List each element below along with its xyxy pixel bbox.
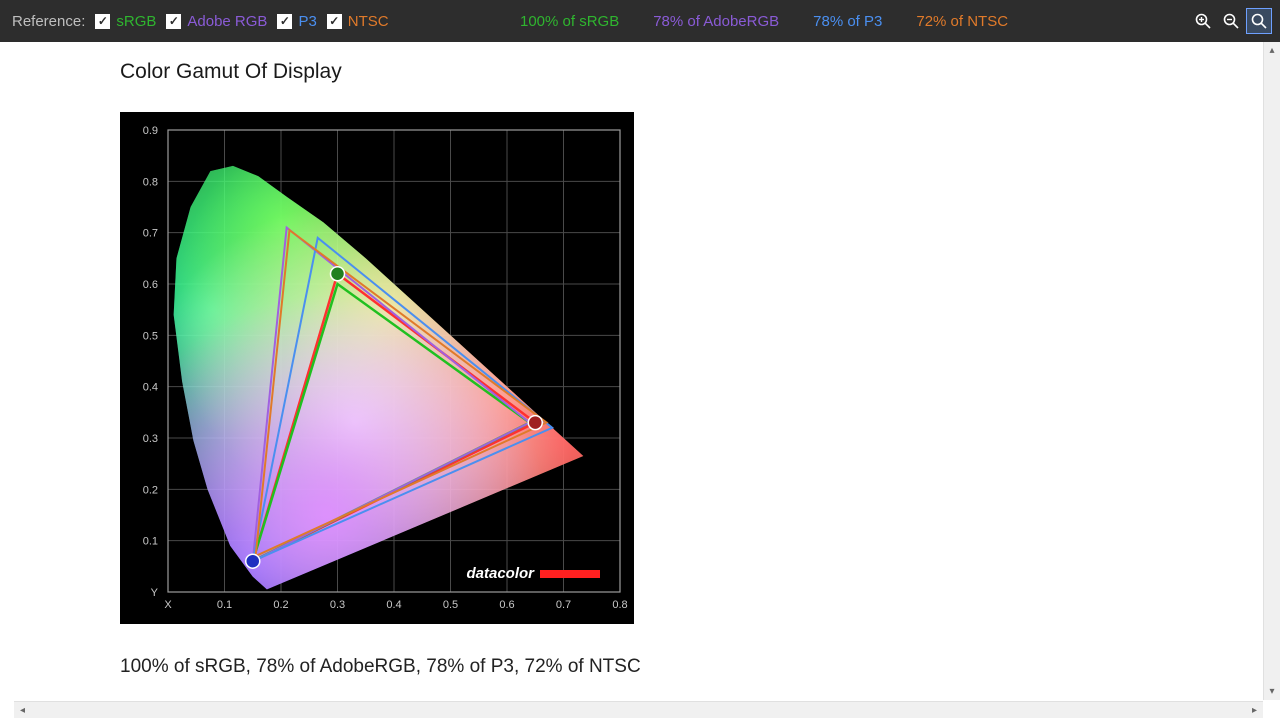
checkbox-icon[interactable]: ✓ xyxy=(327,14,342,29)
svg-text:0.5: 0.5 xyxy=(443,599,458,611)
zoom-fit-icon[interactable] xyxy=(1246,8,1272,34)
svg-text:0.1: 0.1 xyxy=(217,599,232,611)
ref-checkbox-adobergb[interactable]: ✓ Adobe RGB xyxy=(166,13,267,30)
zoom-out-icon[interactable] xyxy=(1218,8,1244,34)
scroll-down-icon[interactable]: ▾ xyxy=(1264,683,1280,700)
ref-checkbox-srgb[interactable]: ✓ sRGB xyxy=(95,13,156,30)
ref-checkbox-ntsc[interactable]: ✓ NTSC xyxy=(327,13,389,30)
zoom-in-icon[interactable] xyxy=(1190,8,1216,34)
ref-label-text: sRGB xyxy=(116,13,156,30)
checkbox-icon[interactable]: ✓ xyxy=(95,14,110,29)
ref-label-text: Adobe RGB xyxy=(187,13,267,30)
svg-text:Y: Y xyxy=(151,587,159,599)
gamut-chart: X 0.1 0.2 0.3 0.4 0.5 0.6 0.7 0.8 Y 0.1 0.2 0.3 0.4 0.… xyxy=(120,112,634,624)
ref-label-text: NTSC xyxy=(348,13,389,30)
svg-text:0.3: 0.3 xyxy=(143,433,158,445)
svg-text:X: X xyxy=(164,599,172,611)
svg-text:0.1: 0.1 xyxy=(143,536,158,548)
scroll-left-icon[interactable]: ◂ xyxy=(14,702,31,718)
coverage-item: 72% of NTSC xyxy=(916,13,1008,30)
checkbox-icon[interactable]: ✓ xyxy=(166,14,181,29)
svg-text:0.8: 0.8 xyxy=(143,176,158,188)
svg-text:0.7: 0.7 xyxy=(556,599,571,611)
checkbox-icon[interactable]: ✓ xyxy=(277,14,292,29)
reference-toolbar: Reference: ✓ sRGB ✓ Adobe RGB ✓ P3 ✓ NTSC 100% … xyxy=(0,0,1280,42)
svg-text:0.4: 0.4 xyxy=(143,382,158,394)
coverage-summary: 100% of sRGB, 78% of AdobeRGB, 78% of P3… xyxy=(120,656,1250,678)
coverage-item: 78% of AdobeRGB xyxy=(653,13,779,30)
page-title: Color Gamut Of Display xyxy=(120,60,1250,84)
coverage-item: 100% of sRGB xyxy=(520,13,619,30)
ref-checkbox-p3[interactable]: ✓ P3 xyxy=(277,13,316,30)
svg-text:0.8: 0.8 xyxy=(612,599,627,611)
watermark-text: datacolor xyxy=(466,565,535,582)
reference-label: Reference: xyxy=(12,13,85,30)
svg-text:0.7: 0.7 xyxy=(143,228,158,240)
svg-text:0.2: 0.2 xyxy=(273,599,288,611)
svg-text:0.2: 0.2 xyxy=(143,484,158,496)
svg-text:0.6: 0.6 xyxy=(143,279,158,291)
primary-marker xyxy=(331,267,345,281)
svg-text:0.6: 0.6 xyxy=(499,599,514,611)
primary-marker xyxy=(246,554,260,568)
scroll-right-icon[interactable]: ▸ xyxy=(1246,702,1263,718)
svg-text:0.9: 0.9 xyxy=(143,125,158,137)
zoom-tools xyxy=(1190,8,1272,34)
watermark-bar xyxy=(540,570,600,578)
svg-text:0.3: 0.3 xyxy=(330,599,345,611)
primary-marker xyxy=(528,416,542,430)
content-area: Color Gamut Of Display X 0.1 0.2 0.3 0.4 0.5 0… xyxy=(14,42,1250,700)
ref-label-text: P3 xyxy=(298,13,316,30)
horizontal-scrollbar[interactable]: ◂ ▸ xyxy=(14,701,1263,718)
coverage-item: 78% of P3 xyxy=(813,13,882,30)
svg-text:0.5: 0.5 xyxy=(143,330,158,342)
svg-text:0.4: 0.4 xyxy=(386,599,401,611)
vertical-scrollbar[interactable]: ▴ ▾ xyxy=(1263,42,1280,700)
coverage-readout: 100% of sRGB 78% of AdobeRGB 78% of P3 72% … xyxy=(520,13,1008,30)
scroll-up-icon[interactable]: ▴ xyxy=(1264,42,1280,59)
